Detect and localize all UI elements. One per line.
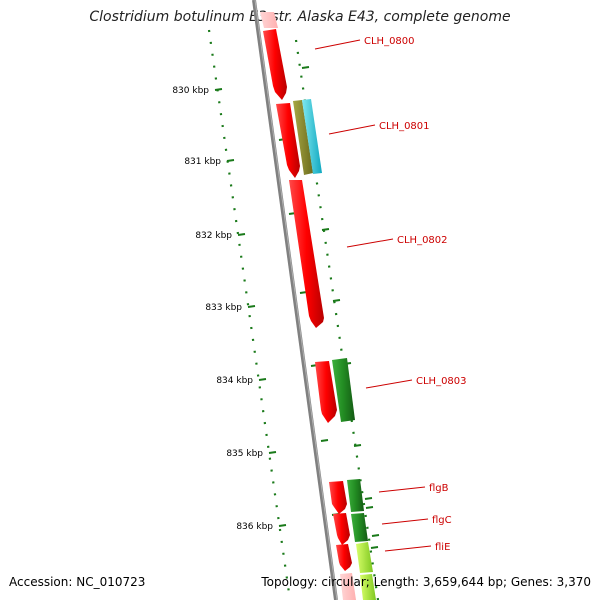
ruler-tick-minor: [353, 444, 362, 447]
gene-label-flgc[interactable]: flgC: [432, 515, 452, 526]
ruler-tick-left: [237, 233, 246, 236]
cds-arrow-clh0800[interactable]: [263, 29, 287, 100]
cds-arrow-flie[interactable]: [336, 544, 352, 571]
accession-text: Accession: NC_010723: [9, 575, 146, 589]
leader-line-clh0800: [314, 39, 361, 50]
ruler-tick-minor: [371, 534, 380, 537]
feature-cyan-clh0801[interactable]: [302, 99, 322, 174]
feature-green-clh0803[interactable]: [332, 358, 355, 422]
feature-green-flgb[interactable]: [347, 479, 364, 512]
cds-arrow-flgb[interactable]: [329, 481, 347, 514]
leader-line-flie: [384, 545, 432, 552]
ruler-tick-minor: [332, 299, 341, 302]
gene-label-clh0803[interactable]: CLH_0803: [416, 376, 467, 387]
ruler-tick-left: [226, 159, 235, 162]
ruler-tick-label: 833 kbp: [205, 303, 242, 313]
ruler-tick-minor: [370, 546, 379, 549]
ruler-tick-left: [214, 88, 223, 91]
feature-green-flgc[interactable]: [351, 513, 368, 542]
feature-olive-clh0801[interactable]: [293, 100, 313, 175]
ruler-tick-left: [268, 451, 277, 454]
ruler-tick-minor: [321, 228, 330, 231]
gene-label-flie[interactable]: fliE: [435, 542, 450, 553]
ruler-tick-minor: [365, 506, 374, 509]
ruler-dotted-line-left: [207, 29, 292, 600]
gene-label-clh0802[interactable]: CLH_0802: [397, 235, 448, 246]
cds-arrow-partial-bottom[interactable]: [340, 573, 356, 600]
feature-layer: [260, 12, 376, 600]
genome-backbone: [252, 0, 338, 600]
genome-summary-text: Topology: circular; Length: 3,659,644 bp…: [261, 575, 591, 589]
tick-labels: 830 kbp 831 kbp 832 kbp 833 kbp 834 kbp 835 k…: [172, 86, 273, 532]
leader-line-clh0801: [328, 124, 376, 135]
ruler-tick-label: 835 kbp: [226, 449, 263, 459]
ruler-tick-label: 832 kbp: [195, 231, 232, 241]
gene-labels: CLH_0800 CLH_0801 CLH_0802 CLH_0803 flgB…: [314, 36, 467, 553]
ruler-tick-left: [247, 305, 256, 308]
feature-lime-flie[interactable]: [356, 542, 373, 573]
leader-line-flgb: [378, 486, 426, 493]
ruler-tick-minor: [301, 66, 310, 69]
ruler-tick-minor: [364, 497, 373, 500]
gene-label-flgb[interactable]: flgB: [429, 483, 449, 494]
leader-line-clh0803: [365, 379, 413, 389]
ruler-tick-label: 836 kbp: [236, 522, 273, 532]
ruler-tick-right: [320, 439, 329, 442]
leader-line-clh0802: [346, 238, 394, 248]
cds-arrow-clh0801[interactable]: [276, 103, 300, 178]
ruler-tick-left: [258, 378, 267, 381]
cds-arrow-flgc[interactable]: [333, 513, 350, 545]
ruler-tick-left: [278, 524, 287, 527]
ruler-tick-label: 831 kbp: [184, 157, 221, 167]
cds-arrow-clh0802[interactable]: [289, 180, 324, 328]
gene-label-clh0800[interactable]: CLH_0800: [364, 36, 415, 47]
cds-arrow-faint[interactable]: [260, 12, 278, 28]
leader-line-flgc: [381, 518, 429, 525]
genome-backbone-highlight: [254, 0, 338, 600]
ruler-tick-label: 834 kbp: [216, 376, 253, 386]
feature-lime-partial-bottom[interactable]: [360, 574, 376, 600]
ruler-tick-label: 830 kbp: [172, 86, 209, 96]
cds-arrow-clh0803[interactable]: [315, 361, 337, 423]
gene-label-clh0801[interactable]: CLH_0801: [379, 121, 430, 132]
map-title: Clostridium botulinum E3 str. Alaska E43…: [89, 9, 511, 25]
